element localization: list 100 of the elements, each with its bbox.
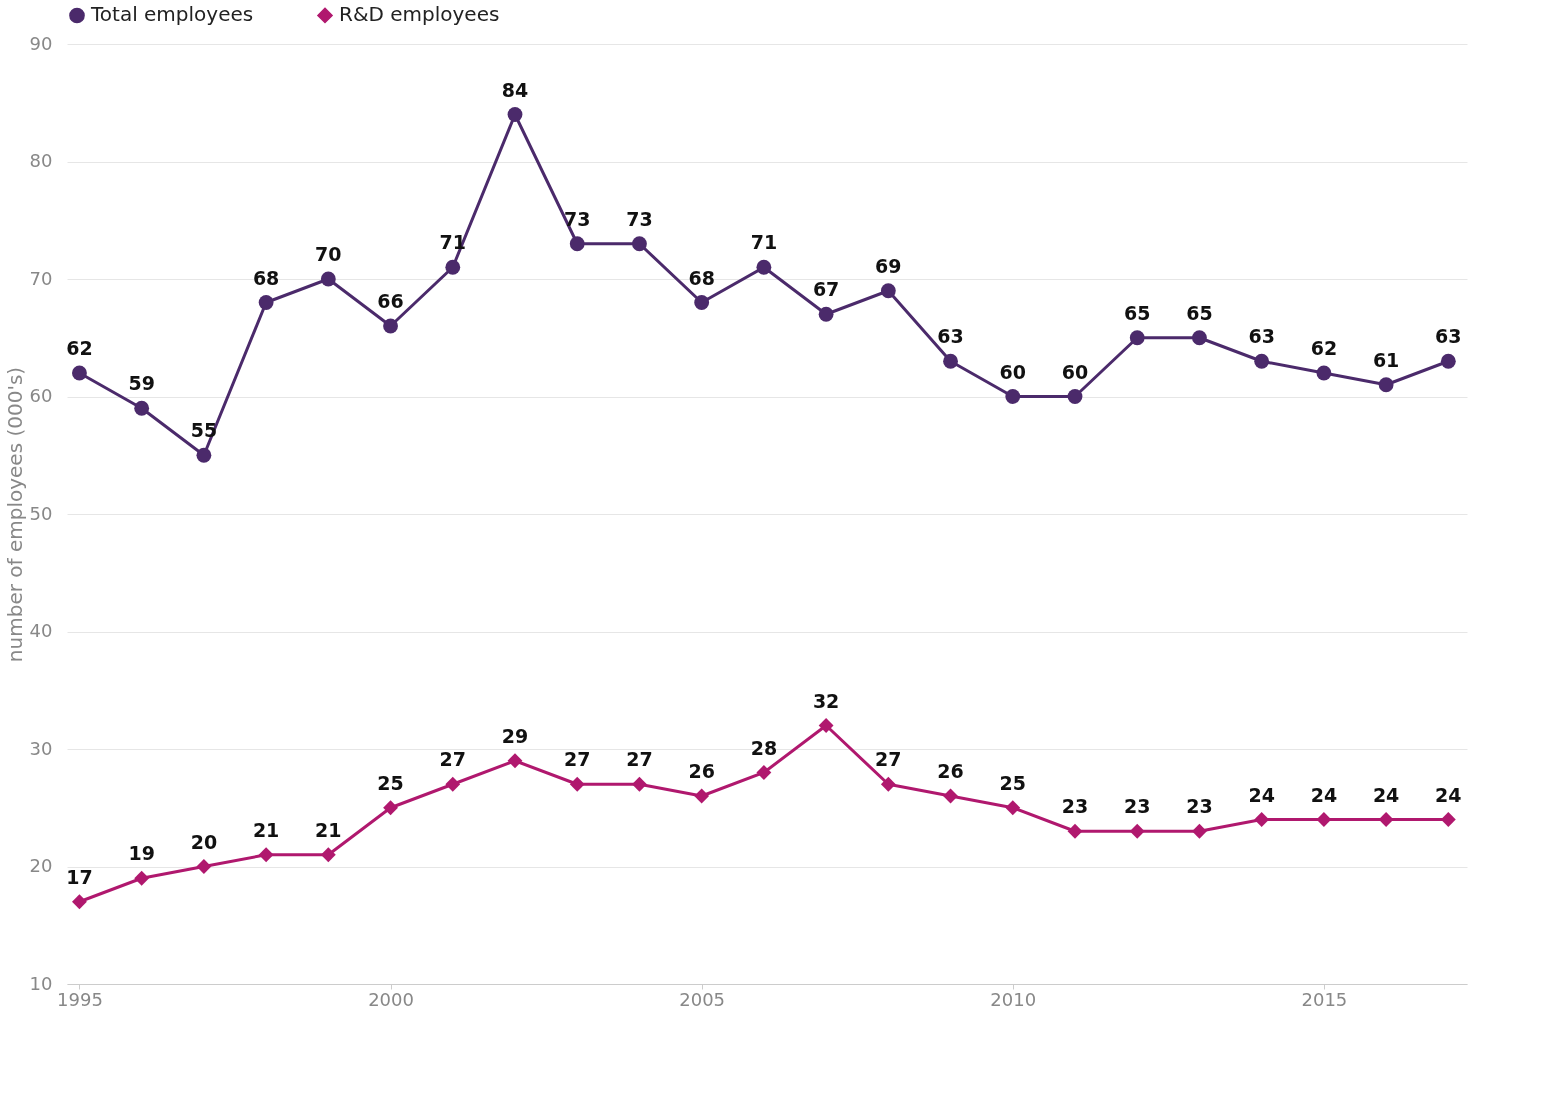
- point: [694, 788, 710, 804]
- y-tick-label: 80: [29, 150, 53, 171]
- point: [756, 765, 772, 780]
- point: [1378, 812, 1394, 827]
- data-label: 23: [1186, 795, 1213, 818]
- data-label: 24: [1248, 783, 1275, 806]
- data-label: 27: [564, 748, 591, 771]
- point: [1440, 353, 1456, 369]
- legend-label: Total employees: [90, 2, 254, 27]
- x-tick-label: 2005: [679, 988, 726, 1010]
- point: [507, 107, 523, 122]
- y-tick-label: 30: [29, 737, 53, 759]
- x-tick-label: 2015: [1301, 988, 1348, 1010]
- data-label: 19: [128, 842, 155, 865]
- data-label: 62: [1310, 337, 1338, 359]
- data-label: 63: [1248, 325, 1275, 348]
- y-tick-label: 40: [29, 620, 53, 641]
- point: [1378, 377, 1394, 393]
- point: [1067, 389, 1083, 404]
- data-label: 26: [688, 760, 715, 782]
- data-label: 60: [999, 360, 1026, 383]
- point: [1254, 812, 1270, 827]
- point: [445, 776, 461, 792]
- point: [1440, 812, 1456, 827]
- data-label: 24: [1310, 783, 1338, 806]
- point: [72, 365, 87, 381]
- data-label: 63: [1435, 325, 1462, 348]
- point: [445, 259, 461, 275]
- data-label: 17: [66, 865, 93, 888]
- data-label: 73: [564, 207, 591, 230]
- data-label: 63: [937, 325, 964, 348]
- data-label: 71: [750, 231, 778, 254]
- point: [1005, 389, 1021, 404]
- data-label: 21: [315, 818, 342, 841]
- data-label: 23: [1061, 795, 1089, 818]
- y-tick-label: 20: [29, 855, 53, 876]
- data-label: 23: [1124, 795, 1151, 818]
- data-label: 29: [501, 724, 529, 747]
- point: [569, 776, 585, 792]
- point: [383, 318, 398, 334]
- point: [258, 847, 274, 863]
- data-label: 70: [315, 243, 342, 265]
- point: [756, 259, 772, 275]
- data-label: 65: [1186, 301, 1213, 324]
- data-label: 67: [812, 278, 840, 301]
- point: [1129, 330, 1145, 346]
- data-label: 68: [688, 266, 715, 289]
- y-tick-label: 60: [29, 385, 53, 406]
- data-label: 84: [501, 78, 529, 101]
- data-label: 27: [439, 748, 466, 771]
- point: [880, 283, 896, 299]
- data-label: 69: [875, 254, 902, 277]
- data-label: 59: [128, 372, 155, 395]
- point: [134, 400, 150, 416]
- data-label: 26: [937, 760, 964, 782]
- point: [632, 236, 647, 252]
- point: [632, 776, 647, 792]
- x-tick-label: 2010: [990, 988, 1037, 1010]
- data-label: 66: [377, 290, 404, 312]
- data-label: 20: [190, 830, 218, 853]
- point: [1129, 823, 1145, 839]
- y-tick-label: 50: [29, 502, 53, 524]
- point: [943, 353, 958, 369]
- y-tick-label: 70: [29, 267, 53, 289]
- point: [1316, 812, 1332, 827]
- data-label: 68: [252, 266, 280, 289]
- data-label: 28: [750, 736, 778, 759]
- x-tick-label: 1995: [57, 988, 103, 1010]
- data-label: 25: [377, 771, 404, 794]
- point: [1254, 353, 1270, 369]
- point: [320, 271, 336, 287]
- point: [569, 236, 585, 252]
- point: [507, 753, 523, 769]
- legend-label: R&D employees: [339, 2, 500, 27]
- point: [196, 859, 212, 874]
- point: [320, 847, 336, 863]
- point: [72, 894, 87, 910]
- y-tick-label: 90: [29, 32, 53, 54]
- point: [134, 870, 150, 886]
- y-tick-label: 10: [29, 972, 53, 994]
- point: [818, 306, 834, 322]
- point: [196, 447, 212, 463]
- point: [694, 295, 710, 310]
- data-label: 24: [1435, 783, 1462, 806]
- data-label: 73: [626, 207, 653, 230]
- x-tick-label: 2000: [368, 988, 414, 1010]
- point: [1005, 800, 1021, 816]
- point: [258, 295, 274, 310]
- data-label: 65: [1124, 301, 1151, 324]
- point: [1192, 330, 1207, 346]
- point: [818, 718, 834, 733]
- point: [383, 800, 398, 816]
- y-axis-title: number of employees (000's): [2, 366, 27, 663]
- data-label: 32: [812, 689, 840, 712]
- point: [1316, 365, 1332, 381]
- data-label: 60: [1061, 360, 1089, 383]
- data-label: 21: [252, 818, 280, 841]
- point: [880, 776, 896, 792]
- point: [1067, 823, 1083, 839]
- data-label: 27: [875, 748, 902, 771]
